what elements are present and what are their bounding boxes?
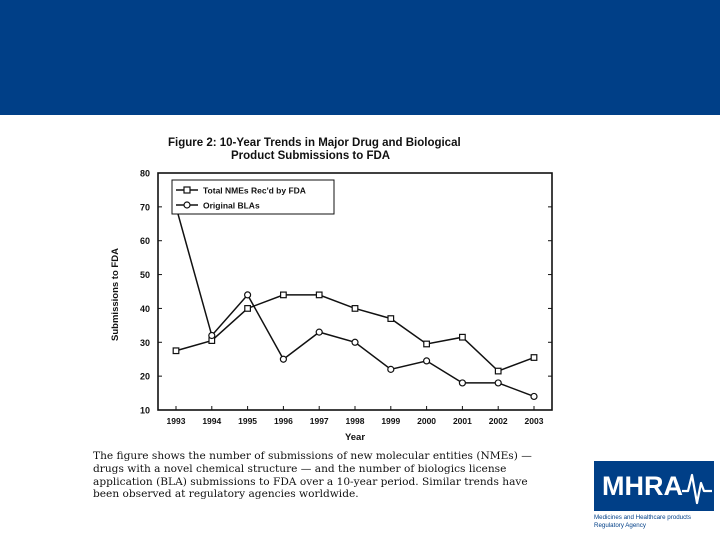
data-point-square (387, 315, 395, 322)
line-chart: 10 20 30 40 50 60 70 80 1993 1994 1995 1996 1997 1998… (110, 169, 553, 443)
y-tick-label: 20 (140, 372, 150, 382)
caption-line: drugs with a novel chemical structure — … (93, 462, 507, 475)
data-point-square (315, 291, 323, 299)
logo-subtitle: Medicines and Healthcare products Regula… (594, 514, 720, 530)
logo-subtitle-line: Medicines and Healthcare products (594, 514, 691, 521)
data-point-circle (458, 379, 466, 387)
x-tick-label: 1999 (381, 416, 400, 426)
caption-line: The figure shows the number of submissio… (93, 450, 532, 462)
x-tick-label: 2002 (489, 416, 508, 426)
y-tick-label: 80 (140, 169, 150, 179)
y-tick-label: 40 (140, 304, 150, 314)
x-tick-label: 1995 (238, 416, 257, 426)
figure-title: Figure 2: 10-Year Trends in Major Drug a… (168, 137, 548, 163)
data-point-circle (315, 328, 323, 336)
data-point-square (459, 333, 466, 341)
legend-marker-circle (183, 201, 191, 209)
series-line (175, 206, 535, 398)
data-point-circle (244, 291, 252, 299)
figure-title-line2: Product Submissions to FDA (231, 150, 391, 162)
data-point-circle (494, 379, 502, 387)
legend-box (171, 179, 335, 215)
y-axis-label: Submissions to FDA (110, 248, 121, 341)
x-tick-label: 1998 (346, 416, 365, 426)
legend-label: Original BLAs (203, 201, 260, 211)
header-banner (0, 0, 720, 115)
x-tick-label: 1993 (167, 416, 186, 426)
y-tick-label: 50 (140, 270, 150, 280)
data-point-circle (387, 365, 395, 373)
x-tick-label: 2003 (525, 416, 544, 426)
heartbeat-icon (682, 473, 712, 505)
y-tick-label: 10 (140, 406, 150, 416)
caption-line: application (BLA) submissions to FDA ove… (93, 475, 528, 488)
data-point-circle (423, 357, 431, 365)
legend-label: Total NMEs Rec'd by FDA (203, 186, 306, 196)
x-tick-label: 1994 (202, 416, 221, 426)
data-point-circle (208, 331, 216, 340)
data-point-square (494, 367, 502, 375)
mhra-logo: MHRA (594, 461, 714, 511)
y-tick-label: 60 (140, 236, 150, 246)
x-axis-label: Year (345, 432, 365, 443)
y-tick-label: 70 (140, 202, 150, 212)
figure-title-line1: Figure 2: 10-Year Trends in Major Drug a… (168, 137, 461, 149)
data-point-circle (279, 355, 287, 363)
data-point-circle (530, 392, 538, 401)
data-point-square (280, 291, 287, 299)
data-point-square (244, 305, 252, 312)
data-point-square (172, 347, 180, 355)
legend-marker-square (183, 186, 191, 194)
x-tick-label: 2000 (417, 416, 436, 426)
figure-caption: The figure shows the number of submissio… (93, 450, 573, 501)
logo-text: MHRA (602, 471, 683, 501)
logo-subtitle-line: Regulatory Agency (594, 522, 646, 529)
data-point-square (351, 305, 359, 312)
caption-line: been observed at regulatory agencies wor… (93, 488, 359, 501)
data-point-square (530, 354, 538, 361)
data-point-circle (351, 338, 359, 346)
x-tick-label: 1996 (274, 416, 293, 426)
y-tick-label: 30 (140, 338, 150, 348)
x-tick-label: 2001 (453, 416, 472, 426)
data-point-square (423, 340, 430, 348)
x-tick-label: 1997 (310, 416, 329, 426)
